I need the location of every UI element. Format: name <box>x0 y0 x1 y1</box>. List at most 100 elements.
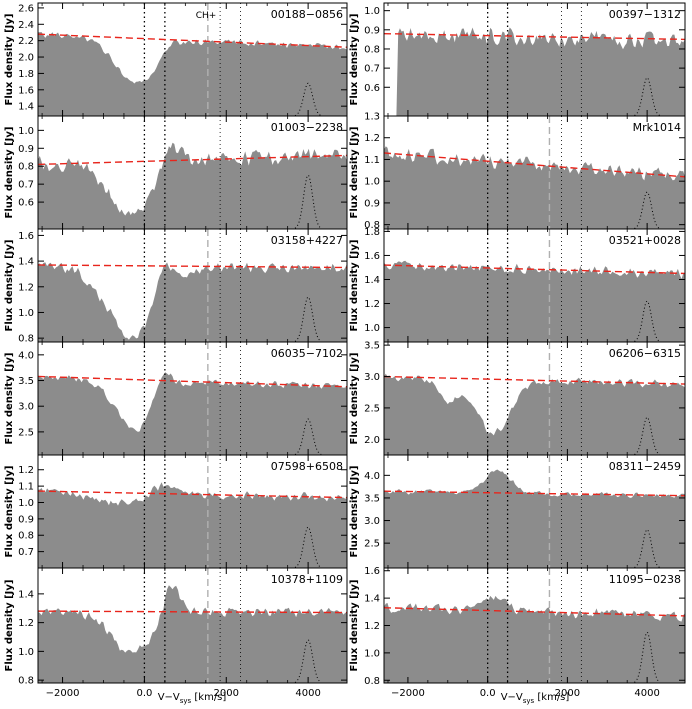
spectrum-panel: 1.0 1.2 1.4 1.6 1.8 03521+0028 Flux density [J… <box>349 227 686 343</box>
panel-frame <box>37 567 348 684</box>
y-tick-label: 1.2 <box>364 621 380 632</box>
spectrum-panel: 1.4 1.6 1.8 2.0 2.2 2.4 2.6 00188−0856 Flux dens… <box>4 2 348 117</box>
spectrum-panel: 0.6 0.7 0.8 0.9 1.0 01003−2238 Flux density [J… <box>4 115 348 230</box>
y-tick-label: 0.7 <box>18 180 34 191</box>
y-tick-label: 2.4 <box>18 20 34 31</box>
spectrum-panel: 2.5 3.0 3.5 4.0 06035−7102 Flux density [Jy] <box>4 341 348 456</box>
y-tick-label: 1.6 <box>364 251 380 262</box>
object-name: Mrk1014 <box>633 121 681 134</box>
y-tick-label: 1.0 <box>364 6 380 17</box>
y-tick-label: 1.2 <box>18 465 34 476</box>
continuum-fit <box>38 490 347 499</box>
y-tick-label: 0.8 <box>18 334 34 345</box>
y-tick-label: 1.0 <box>18 308 34 319</box>
y-axis-label: Flux density [Jy] <box>349 240 360 332</box>
y-tick-label: 2.5 <box>364 403 380 414</box>
continuum-fit <box>38 375 347 388</box>
y-tick-label: 1.0 <box>18 647 34 658</box>
y-tick-label: 1.0 <box>18 498 34 509</box>
continuum-fit <box>38 610 347 614</box>
y-axis-label: Flux density [Jy] <box>349 127 360 219</box>
y-tick-label: 0.8 <box>364 676 380 687</box>
y-tick-label: 0.6 <box>364 83 380 94</box>
ch-plus-label: CH+ <box>196 11 217 21</box>
y-tick-label: 1.0 <box>18 126 34 137</box>
y-axis-label: Flux density [Jy] <box>4 466 15 558</box>
spectrum-panel: 2.5 3.0 3.5 4.0 08311−2459 Flux density [Jy] <box>349 454 686 569</box>
spectrum-area <box>38 142 347 229</box>
spectrum-area <box>384 146 685 229</box>
y-tick-label: 3.0 <box>364 516 380 527</box>
y-tick-label: 1.2 <box>364 299 380 310</box>
continuum-fit <box>384 375 685 385</box>
object-name: 08311−2459 <box>609 460 681 473</box>
y-tick-label: 1.0 <box>364 323 380 334</box>
continuum-fit <box>384 490 685 497</box>
y-tick-label: 0.8 <box>18 531 34 542</box>
object-name: 07598+6508 <box>271 460 343 473</box>
line-profile <box>634 416 661 455</box>
y-tick-label: 1.3 <box>364 112 380 123</box>
object-name: 01003−2238 <box>271 121 343 134</box>
line-profile <box>294 296 322 342</box>
y-tick-label: 3.0 <box>364 372 380 383</box>
spectrum-area <box>38 262 347 342</box>
continuum-fit <box>384 607 685 617</box>
y-tick-label: 1.2 <box>18 282 34 293</box>
y-tick-label: 1.0 <box>364 648 380 659</box>
object-name: 00397−1312 <box>609 8 681 21</box>
spectrum-area <box>384 469 685 568</box>
y-tick-label: 2.2 <box>18 36 34 47</box>
object-name: 06035−7102 <box>271 347 343 360</box>
y-axis-label: Flux density [Jy] <box>349 353 360 445</box>
x-tick-label: −2000 <box>391 688 425 699</box>
y-tick-label: 3.5 <box>364 493 380 504</box>
y-axis-label: Flux density [Jy] <box>4 127 15 219</box>
object-name: 03158+4227 <box>271 234 343 247</box>
x-axis-label: V−Vsys [km/s] <box>158 692 227 705</box>
y-tick-label: 0.9 <box>364 198 380 209</box>
spectrum-area <box>384 27 685 116</box>
x-tick-label: 0.0 <box>480 688 496 699</box>
y-tick-label: 0.6 <box>18 198 34 209</box>
y-tick-label: 1.1 <box>18 482 34 493</box>
y-tick-label: 0.7 <box>18 547 34 558</box>
x-axis-label: V−Vsys [km/s] <box>501 692 570 705</box>
y-axis-label: Flux density [Jy] <box>349 14 360 106</box>
line-profile <box>294 82 322 116</box>
object-name: 00188−0856 <box>271 8 343 21</box>
y-tick-label: 1.2 <box>18 618 34 629</box>
y-tick-label: 0.9 <box>364 25 380 36</box>
y-tick-label: 2.6 <box>18 3 34 14</box>
y-axis-label: Flux density [Jy] <box>4 240 15 332</box>
y-tick-label: 2.0 <box>18 53 34 64</box>
y-tick-label: 1.4 <box>18 257 34 268</box>
spectrum-panel: −2000 0.0 2000 4000 0.8 1.0 1.2 1.4 1.6 11095−023… <box>349 566 686 699</box>
y-tick-label: 0.8 <box>18 676 34 687</box>
object-name: 03521+0028 <box>609 234 681 247</box>
y-tick-label: 3.5 <box>364 341 380 352</box>
y-tick-label: 1.8 <box>364 227 380 238</box>
line-profile <box>294 174 322 229</box>
spectrum-panel: 0.7 0.8 0.9 1.0 1.1 1.2 07598+6508 Flux density… <box>4 454 348 569</box>
y-tick-label: 1.4 <box>18 589 34 600</box>
object-name: 06206−6315 <box>609 347 681 360</box>
x-tick-label: −2000 <box>46 688 80 699</box>
x-tick-label: 0.0 <box>136 688 152 699</box>
y-tick-label: 1.6 <box>364 566 380 577</box>
x-tick-label: 4000 <box>295 688 320 699</box>
y-tick-label: 0.7 <box>364 64 380 75</box>
y-tick-label: 3.0 <box>18 402 34 413</box>
spectrum-panel: 2.0 2.5 3.0 3.5 06206−6315 Flux density [Jy] <box>349 341 686 456</box>
y-tick-label: 1.4 <box>18 102 34 113</box>
spectrum-panel: −2000 0.0 2000 4000 0.8 1.0 1.2 1.4 10378+1109 Fl… <box>4 567 348 699</box>
y-axis-label: Flux density [Jy] <box>349 580 360 672</box>
y-axis-label: Flux density [Jy] <box>349 466 360 558</box>
y-tick-label: 4.0 <box>18 350 34 361</box>
y-tick-label: 2.5 <box>18 427 34 438</box>
spectrum-area <box>38 585 347 683</box>
y-tick-label: 1.6 <box>18 231 34 242</box>
y-tick-label: 1.4 <box>364 275 380 286</box>
y-tick-label: 2.0 <box>364 435 380 446</box>
